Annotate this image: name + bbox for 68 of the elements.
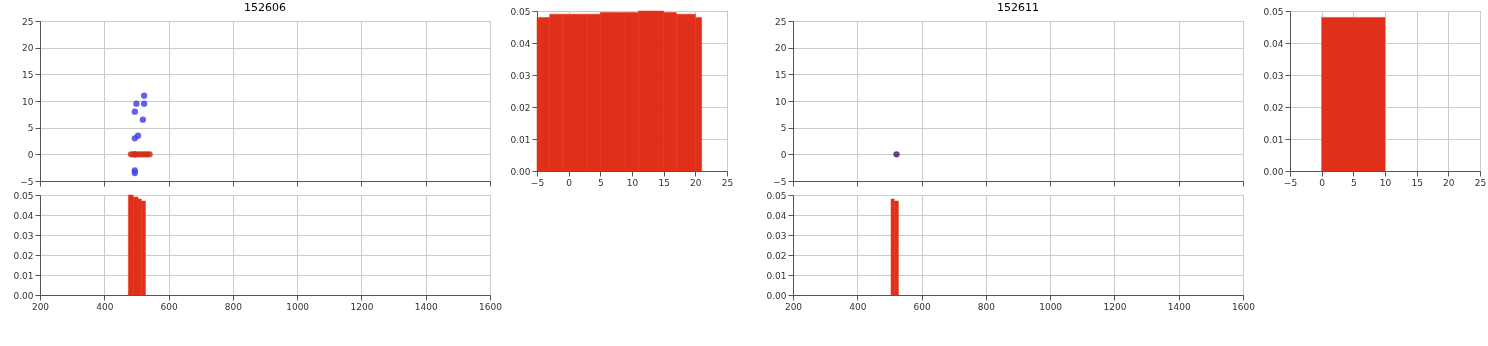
y-tick-label: 10	[775, 96, 787, 107]
y-tick-label: 0.02	[766, 250, 787, 261]
x-tick-label: 15	[1411, 177, 1423, 188]
y-tick-label: 0.00	[1263, 166, 1284, 177]
x-tick-label: 10	[1379, 177, 1392, 188]
x-tick-label: 20	[690, 177, 702, 188]
x-tick-label: 800	[224, 301, 243, 312]
y-tick-label: 20	[775, 43, 787, 54]
y-tick-label: 15	[22, 69, 34, 80]
x-tick-label: −5	[1283, 177, 1298, 188]
x-tick-label: 5	[1350, 177, 1357, 188]
y-tick-label: 0.03	[1263, 70, 1284, 81]
y-tick-label: 0	[780, 149, 787, 160]
x-tick-label: 400	[96, 301, 114, 312]
y-tick-label: 5	[27, 123, 34, 134]
x-tick-label: 1000	[1039, 301, 1063, 312]
y-tick-label: 0.01	[766, 270, 787, 281]
y-tick-label: 10	[22, 96, 34, 107]
y-tick-label: 0.05	[510, 6, 531, 17]
x-tick-label: 1400	[1167, 301, 1191, 312]
y-tick-label: 0.03	[13, 230, 34, 241]
y-tick-label: 0.00	[510, 166, 531, 177]
y-tick-label: 0.02	[510, 102, 531, 113]
y-tick-label: 0.04	[13, 210, 34, 221]
x-tick-label: 1600	[479, 301, 503, 312]
x-tick-label: 0	[566, 177, 573, 188]
x-tick-label: 5	[597, 177, 604, 188]
y-tick-label: 25	[22, 16, 34, 27]
y-tick-label: 0.02	[13, 250, 34, 261]
x-tick-label: −5	[530, 177, 545, 188]
y-tick-label: 0.05	[766, 190, 787, 201]
x-tick-label: 400	[849, 301, 867, 312]
x-tick-label: 200	[784, 301, 803, 312]
y-tick-label: 0.05	[13, 190, 34, 201]
y-tick-label: 0.03	[510, 70, 531, 81]
x-tick-label: 600	[913, 301, 931, 312]
chart-title: 152611	[997, 1, 1039, 14]
y-tick-label: 0.04	[510, 38, 531, 49]
y-tick-label: 0.05	[1263, 6, 1284, 17]
y-tick-label: 0.00	[13, 290, 34, 301]
y-tick-label: 0	[27, 149, 34, 160]
y-tick-label: 0.01	[1263, 134, 1284, 145]
y-tick-label: 25	[775, 16, 787, 27]
x-tick-label: 10	[626, 177, 639, 188]
x-tick-label: 0	[1319, 177, 1326, 188]
x-tick-label: 1200	[350, 301, 374, 312]
x-tick-label: 1000	[286, 301, 310, 312]
y-tick-label: 0.01	[510, 134, 531, 145]
y-tick-label: 0.03	[766, 230, 787, 241]
y-tick-label: 0.04	[1263, 38, 1284, 49]
chart-title: 152606	[244, 1, 286, 14]
y-tick-label: 20	[22, 43, 34, 54]
x-tick-label: 25	[1474, 177, 1487, 188]
x-tick-label: 800	[977, 301, 996, 312]
x-tick-label: 1400	[414, 301, 438, 312]
y-tick-label: 5	[780, 123, 787, 134]
x-tick-label: 20	[1443, 177, 1455, 188]
x-tick-label: 600	[160, 301, 178, 312]
x-tick-label: 25	[721, 177, 734, 188]
y-tick-label: 0.01	[13, 270, 34, 281]
x-tick-label: 200	[31, 301, 50, 312]
y-tick-label: 0.02	[1263, 102, 1284, 113]
x-tick-label: 15	[658, 177, 670, 188]
y-tick-label: 0.04	[766, 210, 787, 221]
x-tick-label: 1600	[1232, 301, 1256, 312]
y-tick-label: 0.00	[766, 290, 787, 301]
y-tick-label: 15	[775, 69, 787, 80]
x-tick-label: 1200	[1103, 301, 1127, 312]
